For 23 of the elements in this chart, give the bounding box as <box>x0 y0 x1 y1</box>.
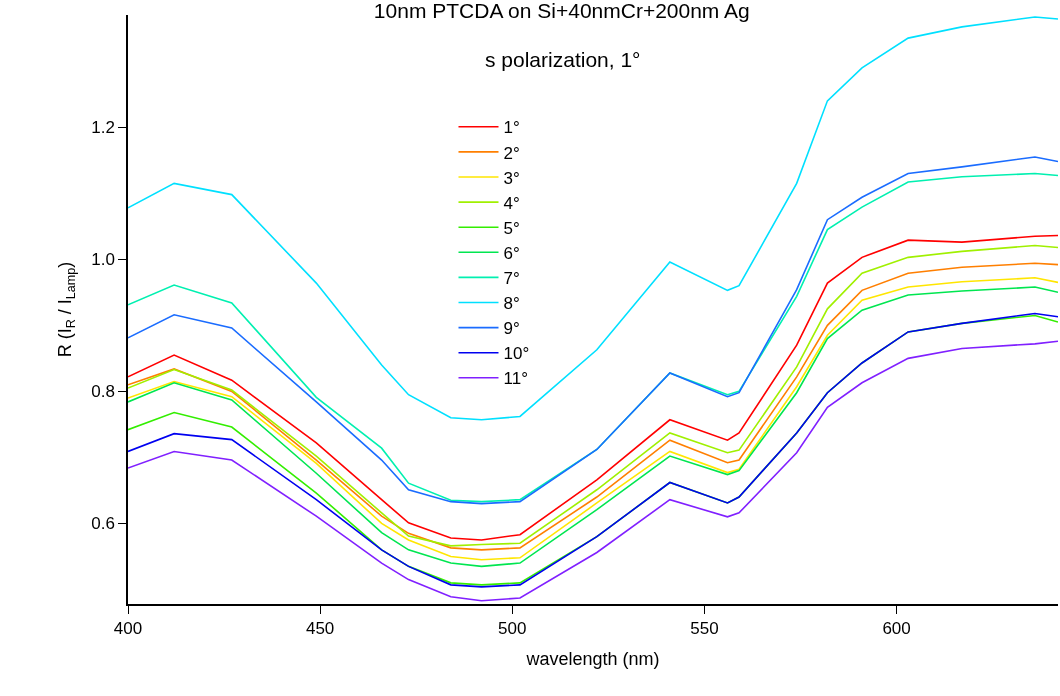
text: s polarization, 1° <box>485 48 641 71</box>
legend-label: 2° <box>503 143 520 163</box>
legend-label: 9° <box>503 319 520 339</box>
y-tick-label: 1.0 <box>91 250 115 270</box>
y-tick-label: 0.6 <box>91 514 115 534</box>
x-axis-title: wavelength (nm) <box>525 648 660 669</box>
legend-label: 3° <box>503 168 520 188</box>
legend-label: 7° <box>503 269 520 289</box>
legend-label: 1° <box>503 118 520 138</box>
legend-label: 4° <box>503 193 520 213</box>
legend-label: 6° <box>503 243 520 263</box>
x-tick-label: 600 <box>882 619 911 639</box>
x-tick-label: 500 <box>498 619 527 639</box>
x-tick-label: 400 <box>113 619 143 639</box>
x-tick-label: 550 <box>690 619 719 639</box>
legend-label: 5° <box>503 218 520 238</box>
x-tick-label: 450 <box>305 619 335 639</box>
legend-label: 11° <box>503 369 528 389</box>
chart-title: 10nm PTCDA on Si+40nmCr+200nm Ag <box>373 0 750 23</box>
y-tick-label: 1.2 <box>91 118 115 138</box>
legend-label: 8° <box>503 294 520 314</box>
legend-label: 10° <box>503 344 530 364</box>
y-tick-label: 0.8 <box>91 382 115 402</box>
